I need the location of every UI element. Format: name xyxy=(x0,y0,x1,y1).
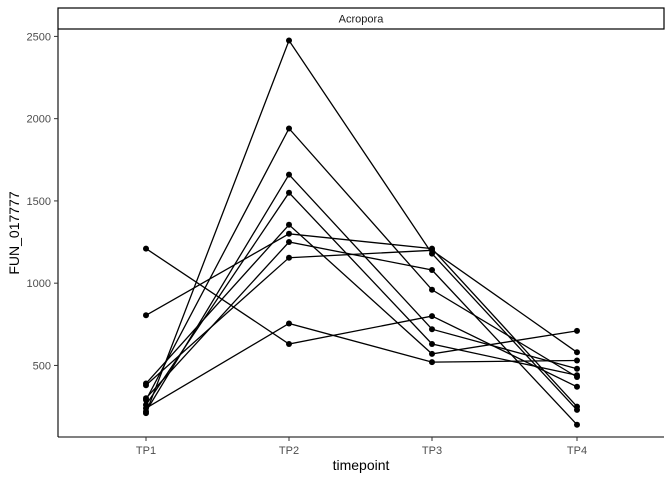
data-point xyxy=(429,350,435,357)
y-tick-label: 1500 xyxy=(27,196,51,208)
data-point xyxy=(574,327,580,334)
y-axis-ticks: 500 1000 1500 2000 2500 xyxy=(27,31,58,372)
data-point xyxy=(429,313,435,320)
data-point xyxy=(286,341,292,347)
data-point xyxy=(574,403,580,410)
data-point xyxy=(429,326,435,333)
x-axis-title: timepoint xyxy=(333,457,390,473)
data-point xyxy=(574,383,580,390)
data-point xyxy=(286,230,292,237)
facet-strip-box xyxy=(57,7,665,30)
data-point xyxy=(143,405,149,412)
y-tick-label: 2000 xyxy=(27,114,51,126)
data-point xyxy=(286,221,292,228)
data-point xyxy=(286,171,292,178)
series-line xyxy=(145,173,578,412)
data-point xyxy=(429,359,435,366)
x-axis-ticks: TP1 TP2 TP3 TP4 xyxy=(136,437,587,457)
facet-strip: Acropora xyxy=(57,7,665,30)
data-point xyxy=(143,395,149,402)
y-axis-title: FUN_017777 xyxy=(6,191,22,274)
data-point xyxy=(143,382,149,389)
series-line xyxy=(145,191,578,406)
facet-strip-label: Acropora xyxy=(339,14,385,26)
x-tick-label: TP2 xyxy=(279,445,299,457)
data-point xyxy=(429,247,435,254)
series-line xyxy=(145,322,578,409)
data-point xyxy=(286,189,292,196)
y-tick-label: 2500 xyxy=(27,31,51,43)
data-point xyxy=(286,320,292,327)
series-line xyxy=(145,233,578,408)
data-point xyxy=(429,286,435,293)
data-point xyxy=(286,37,292,44)
x-tick-label: TP1 xyxy=(136,445,156,457)
data-point xyxy=(574,372,580,379)
series-line xyxy=(145,249,578,386)
data-point xyxy=(286,239,292,245)
data-point xyxy=(574,365,580,372)
data-point xyxy=(574,421,580,428)
y-tick-label: 1000 xyxy=(27,278,51,290)
data-point xyxy=(574,357,580,364)
data-point xyxy=(143,245,149,252)
data-point xyxy=(429,341,435,347)
x-tick-label: TP4 xyxy=(567,445,587,457)
series-line xyxy=(145,39,578,414)
data-point xyxy=(143,312,149,319)
series-line xyxy=(145,223,578,384)
data-point xyxy=(286,125,292,132)
data-point xyxy=(429,267,435,273)
data-point xyxy=(574,349,580,356)
x-tick-label: TP3 xyxy=(422,445,442,457)
y-tick-label: 500 xyxy=(33,360,51,372)
panel xyxy=(57,29,664,438)
series-line xyxy=(145,241,578,426)
series-line xyxy=(145,248,578,388)
series-lines xyxy=(145,39,578,426)
series-line xyxy=(145,127,578,401)
data-point xyxy=(286,254,292,261)
series-points xyxy=(143,37,580,428)
